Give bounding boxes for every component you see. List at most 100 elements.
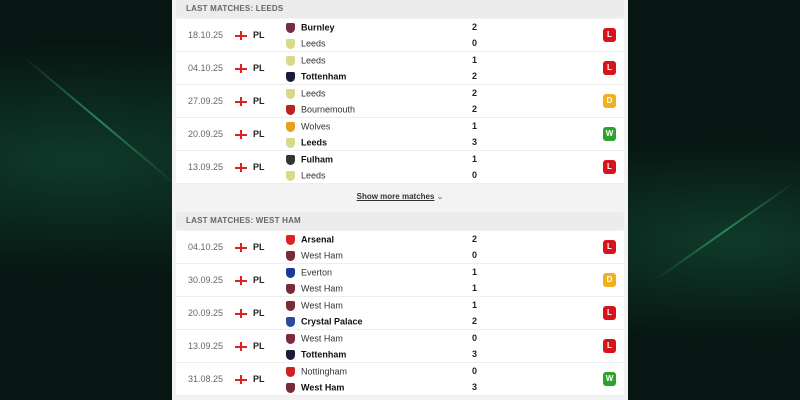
fulham-crest-icon [286,154,295,165]
match-date: 04.10.25 [188,63,224,73]
home-score: 1 [472,267,478,277]
match-date: 20.09.25 [188,308,224,318]
league-label: PL [253,63,265,73]
crystal-palace-crest-icon [286,316,295,327]
result-badge: L [603,306,616,320]
away-team-name: Crystal Palace [301,316,363,327]
section-header-leeds: LAST MATCHES: LEEDS [176,0,624,18]
westham-crest-icon [286,333,295,344]
home-team: West Ham [286,330,343,346]
result-badge: W [603,127,616,141]
result-badge: D [603,273,616,287]
league-label: PL [253,275,265,285]
away-team: Tottenham [286,68,346,84]
match-row[interactable]: 30.09.25 PL Everton West Ham 1 1 D [176,264,624,297]
home-score: 1 [472,300,478,310]
match-row[interactable]: 18.10.25 PL Burnley Leeds 2 0 L [176,19,624,52]
match-row[interactable]: 31.08.25 PL Nottingham West Ham 0 3 W [176,363,624,396]
result-badge: L [603,28,616,42]
england-flag-icon [235,163,247,172]
league-label: PL [253,129,265,139]
home-team: West Ham [286,297,343,313]
away-team-name: Leeds [301,137,328,148]
away-team: West Ham [286,247,343,263]
arsenal-crest-icon [286,234,295,245]
away-team-name: Leeds [301,38,326,49]
home-team-name: Everton [301,267,333,278]
league-label: PL [253,96,265,106]
last-matches-panel: LAST MATCHES: LEEDS 18.10.25 PL Burnley … [172,0,628,400]
home-score: 1 [472,154,478,164]
home-team-name: Nottingham [301,366,348,377]
match-row[interactable]: 27.09.25 PL Leeds Bournemouth 2 2 D [176,85,624,118]
home-team: Leeds [286,52,326,68]
away-team: Leeds [286,134,327,150]
leeds-crest-icon [286,88,295,99]
westham-crest-icon [286,300,295,311]
away-team: Crystal Palace [286,313,363,329]
away-team-name: Tottenham [301,349,347,360]
home-team-name: West Ham [301,300,343,311]
league-label: PL [253,374,265,384]
leeds-crest-icon [286,38,295,49]
league-label: PL [253,30,265,40]
england-flag-icon [235,342,247,351]
away-team-name: Leeds [301,170,326,181]
bournemouth-crest-icon [286,104,295,115]
home-team-name: Leeds [301,88,326,99]
away-score: 1 [472,283,478,293]
match-date: 18.10.25 [188,30,224,40]
away-score: 2 [472,104,478,114]
england-flag-icon [235,375,247,384]
away-team: Leeds [286,35,326,51]
match-list-west-ham: 04.10.25 PL Arsenal West Ham 2 0 L 30.09.… [176,231,624,396]
westham-crest-icon [286,250,295,261]
away-team: Leeds [286,167,326,183]
wolves-crest-icon [286,121,295,132]
show-more-matches-button[interactable]: Show more matches ⌄ [172,184,628,212]
away-team-name: West Ham [301,283,343,294]
home-team: Nottingham [286,363,347,379]
home-team: Leeds [286,85,326,101]
league-label: PL [253,242,265,252]
chevron-down-icon: ⌄ [436,192,444,201]
away-score: 0 [472,250,478,260]
away-score: 2 [472,71,478,81]
match-list-leeds: 18.10.25 PL Burnley Leeds 2 0 L 04.10.25 … [176,19,624,184]
home-team-name: West Ham [301,333,343,344]
westham-crest-icon [286,283,295,294]
england-flag-icon [235,130,247,139]
tottenham-crest-icon [286,349,295,360]
result-badge: L [603,61,616,75]
away-team: West Ham [286,280,343,296]
match-date: 27.09.25 [188,96,224,106]
result-badge: L [603,339,616,353]
home-score: 0 [472,333,478,343]
match-row[interactable]: 13.09.25 PL Fulham Leeds 1 0 L [176,151,624,184]
away-team-name: Bournemouth [301,104,356,115]
leeds-crest-icon [286,170,295,181]
show-more-label[interactable]: Show more matches [356,192,435,201]
away-team-name: West Ham [301,250,343,261]
away-score: 2 [472,316,478,326]
background-streak [654,181,796,281]
home-score: 2 [472,88,478,98]
league-label: PL [253,308,265,318]
england-flag-icon [235,31,247,40]
burnley-crest-icon [286,22,295,33]
away-score: 0 [472,170,478,180]
england-flag-icon [235,243,247,252]
away-team: Bournemouth [286,101,355,117]
result-badge: D [603,94,616,108]
match-date: 04.10.25 [188,242,224,252]
nottingham-crest-icon [286,366,295,377]
match-date: 20.09.25 [188,129,224,139]
match-row[interactable]: 20.09.25 PL Wolves Leeds 1 3 W [176,118,624,151]
match-row[interactable]: 04.10.25 PL Leeds Tottenham 1 2 L [176,52,624,85]
away-score: 3 [472,137,478,147]
match-row[interactable]: 20.09.25 PL West Ham Crystal Palace 1 2 … [176,297,624,330]
match-row[interactable]: 04.10.25 PL Arsenal West Ham 2 0 L [176,231,624,264]
england-flag-icon [235,97,247,106]
match-row[interactable]: 13.09.25 PL West Ham Tottenham 0 3 L [176,330,624,363]
away-score: 0 [472,38,478,48]
